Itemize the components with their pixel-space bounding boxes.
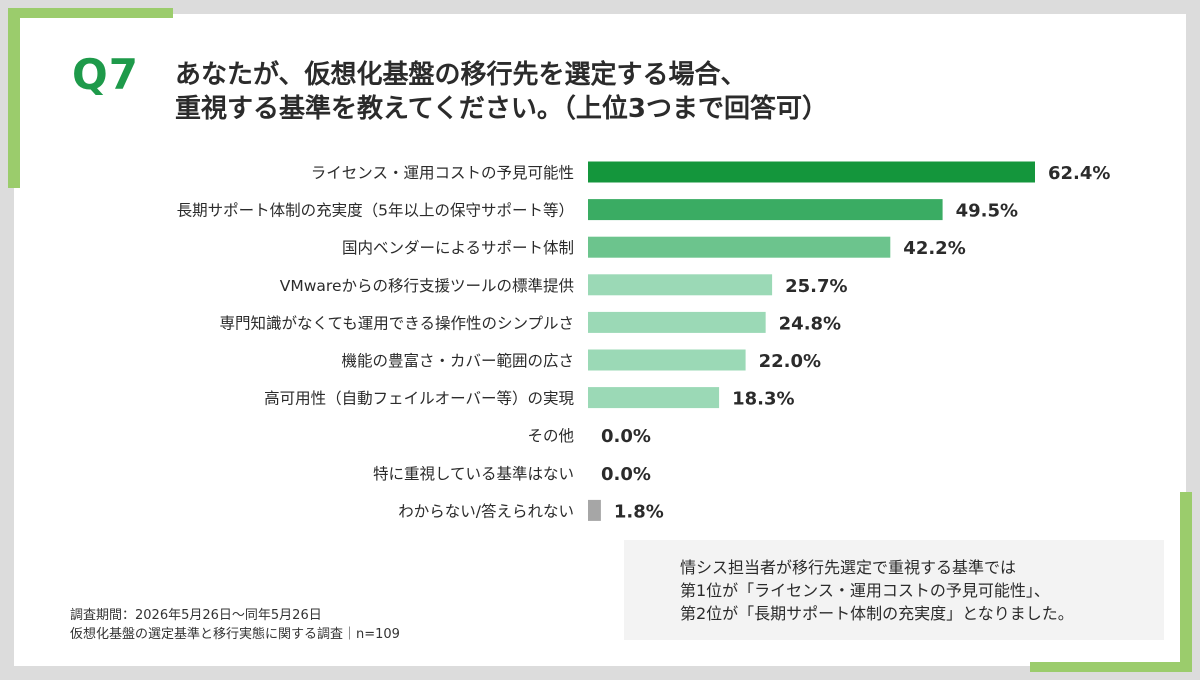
category-label: 高可用性（自動フェイルオーバー等）の実現 <box>264 390 574 408</box>
value-label: 49.5% <box>956 201 1018 222</box>
value-label: 62.4% <box>1048 163 1110 184</box>
question-title-line-1: あなたが、仮想化基盤の移行先を選定する場合、 <box>175 60 747 90</box>
category-label: 長期サポート体制の充実度（5年以上の保守サポート等） <box>177 202 574 220</box>
bar <box>588 236 891 258</box>
value-label: 42.2% <box>903 238 965 259</box>
category-label: 専門知識がなくても運用できる操作性のシンプルさ <box>220 314 575 332</box>
bar <box>588 274 773 296</box>
value-label: 24.8% <box>779 313 841 334</box>
category-label: 特に重視している基準はない <box>373 465 574 483</box>
value-label: 0.0% <box>601 464 651 485</box>
question-title: あなたが、仮想化基盤の移行先を選定する場合、 重視する基準を教えてください。（上… <box>175 58 935 126</box>
corner-accent-top-left-horizontal <box>8 8 173 18</box>
question-number: Q7 <box>72 50 139 99</box>
survey-name: 仮想化基盤の選定基準と移行実態に関する調査｜n=109 <box>70 627 400 642</box>
category-label: その他 <box>527 427 574 445</box>
bar <box>588 387 720 409</box>
value-label: 22.0% <box>759 351 821 372</box>
value-label: 18.3% <box>732 389 794 410</box>
category-label: VMwareからの移行支援ツールの標準提供 <box>280 277 574 295</box>
corner-accent-bottom-right-vertical <box>1180 492 1192 672</box>
bar <box>588 199 943 221</box>
corner-accent-bottom-right-horizontal <box>1030 662 1192 672</box>
bar <box>588 311 766 333</box>
category-label: 国内ベンダーによるサポート体制 <box>342 239 574 257</box>
summary-note-line-1: 情シス担当者が移行先選定で重視する基準では <box>680 558 1017 577</box>
summary-note-line-2: 第1位が「ライセンス・運用コストの予見可能性」、 <box>680 581 1050 600</box>
bar <box>588 161 1035 183</box>
corner-accent-top-left-vertical <box>8 8 20 188</box>
category-label: わからない/答えられない <box>398 502 574 520</box>
category-label: ライセンス・運用コストの予見可能性 <box>311 164 574 182</box>
bar <box>588 499 601 521</box>
summary-note: 情シス担当者が移行先選定で重視する基準では 第1位が「ライセンス・運用コストの予… <box>624 540 1164 640</box>
survey-period: 調査期間：2026年5月26日～同年5月26日 <box>70 608 322 623</box>
question-title-line-2: 重視する基準を教えてください。（上位3つまで回答可） <box>175 94 829 124</box>
value-label: 25.7% <box>785 276 847 297</box>
category-label: 機能の豊富さ・カバー範囲の広さ <box>341 352 574 370</box>
bar <box>588 349 746 371</box>
value-label: 1.8% <box>614 501 664 522</box>
value-label: 0.0% <box>601 426 651 447</box>
survey-source: 調査期間：2026年5月26日～同年5月26日 仮想化基盤の選定基準と移行実態に… <box>70 606 400 644</box>
summary-note-line-3: 第2位が「長期サポート体制の充実度」となりました。 <box>680 604 1074 623</box>
bar-chart: ライセンス・運用コストの予見可能性 62.4% 長期サポート体制の充実度（5年以上の… <box>177 161 1110 522</box>
